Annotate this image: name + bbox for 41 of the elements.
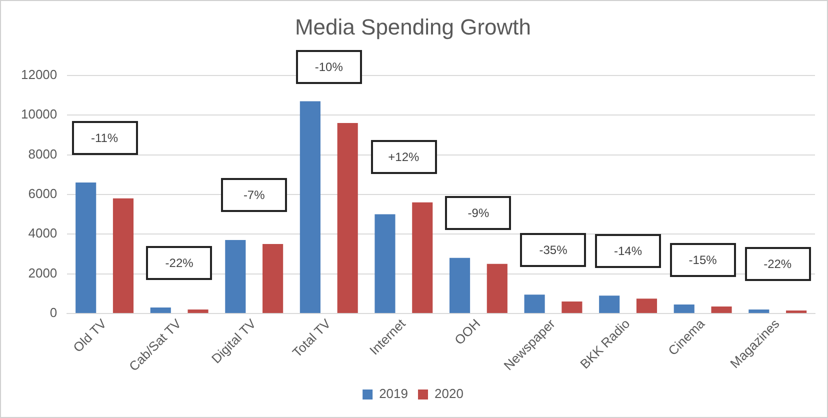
- callout-box: -22%: [146, 246, 212, 280]
- bar: [524, 294, 545, 313]
- callout-box: -14%: [595, 234, 662, 268]
- bar: [786, 310, 807, 313]
- bar: [225, 240, 246, 313]
- y-tick-label: 6000: [28, 186, 58, 202]
- bar: [748, 309, 770, 313]
- callout-box: -9%: [445, 196, 512, 230]
- y-tick-label: 2000: [28, 265, 58, 280]
- y-tick-label: 12000: [20, 66, 58, 82]
- callout-box: -11%: [72, 120, 138, 155]
- callout-box: -22%: [744, 247, 811, 282]
- legend-label: 2020: [434, 386, 464, 402]
- callout-box: -10%: [296, 50, 362, 84]
- bar: [674, 304, 694, 313]
- bar: [374, 214, 396, 313]
- bar: [412, 202, 433, 313]
- bar: [486, 264, 508, 313]
- bar: [337, 123, 358, 313]
- bar: [262, 244, 284, 313]
- legend-label: 2019: [379, 386, 408, 402]
- bar: [636, 298, 658, 313]
- chart-title: Media Spending Growth: [294, 14, 532, 40]
- callout-box: -15%: [670, 242, 736, 277]
- bar: [150, 308, 171, 313]
- bar: [76, 182, 96, 313]
- bar: [449, 258, 470, 313]
- y-tick-label: 0: [50, 305, 58, 320]
- y-tick-label: 8000: [28, 146, 58, 162]
- y-tick-label: 4000: [28, 226, 58, 241]
- y-tick-label: 10000: [20, 106, 58, 122]
- callout-box: -7%: [221, 178, 288, 212]
- callout-box: -35%: [520, 232, 586, 267]
- bar: [711, 306, 732, 313]
- bar: [300, 101, 320, 313]
- x-tick-label: Old TV: [70, 316, 110, 356]
- bar: [599, 296, 620, 313]
- bar: [112, 198, 134, 313]
- bar: [562, 302, 582, 313]
- callout-box: +12%: [370, 140, 437, 174]
- bar: [188, 309, 208, 313]
